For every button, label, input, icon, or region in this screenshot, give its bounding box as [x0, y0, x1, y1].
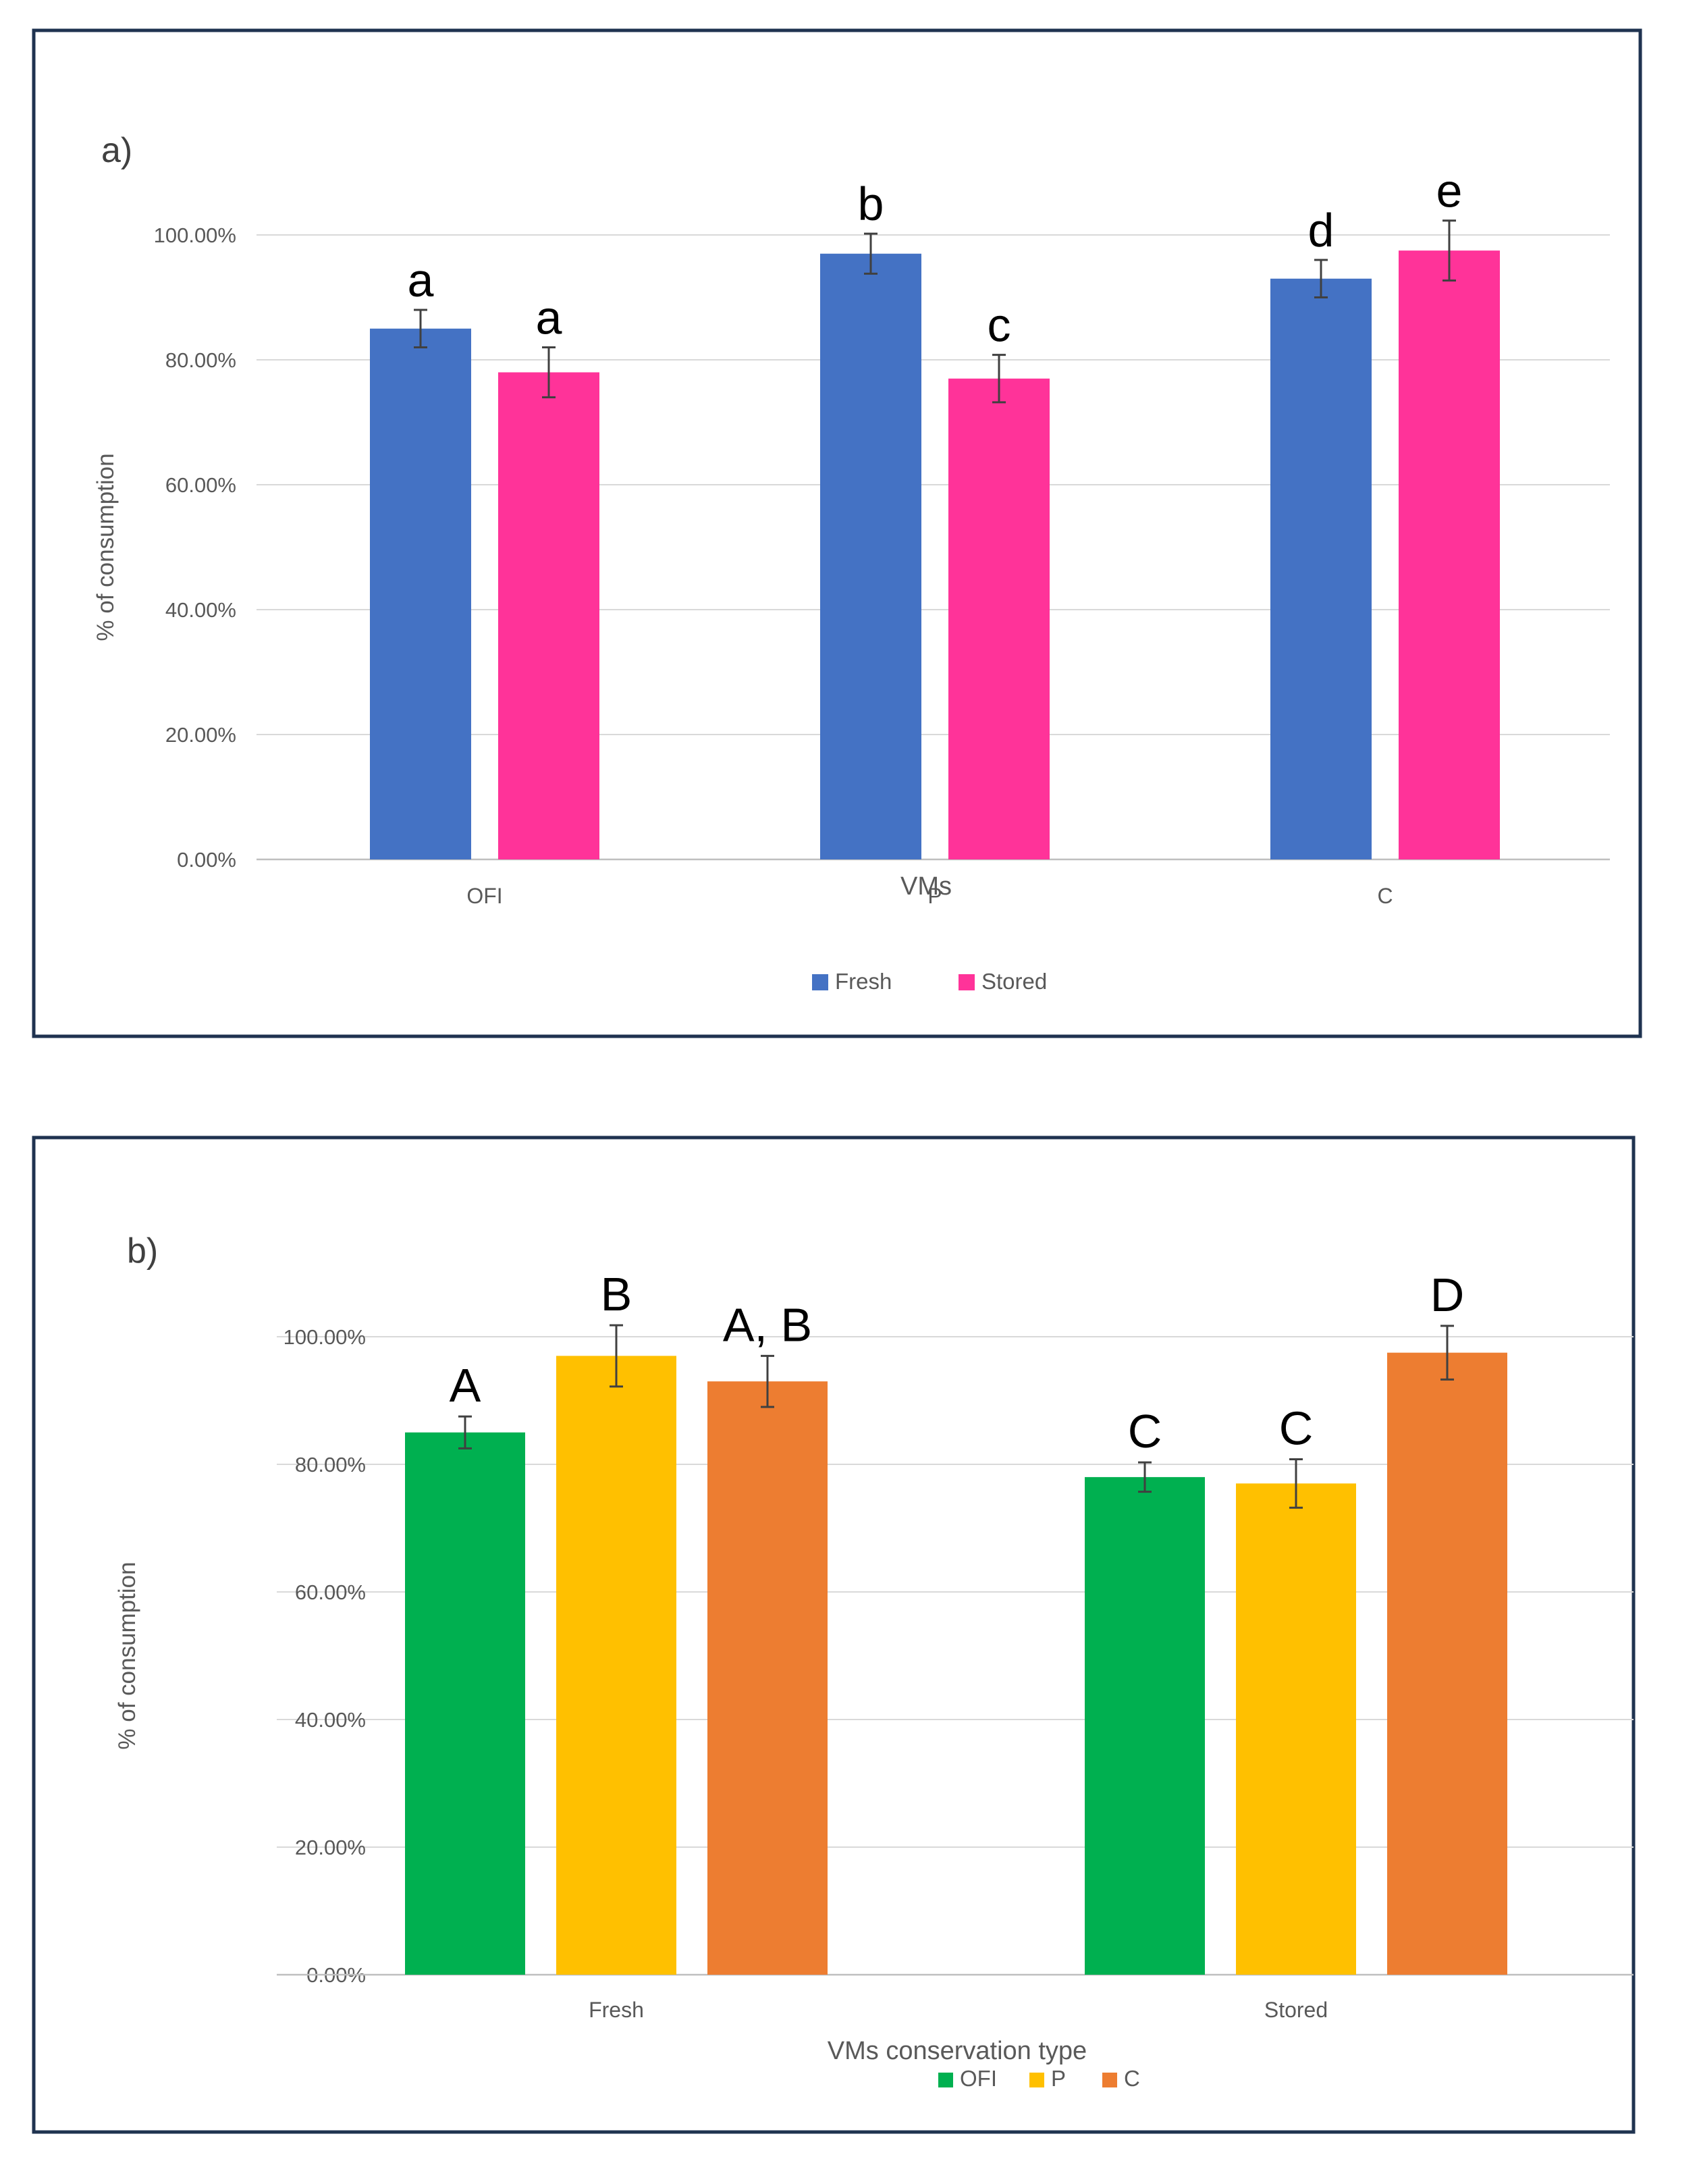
- y-tick-label: 60.00%: [295, 1580, 366, 1604]
- y-axis-title: % of consumption: [114, 1562, 140, 1749]
- y-axis-title: % of consumption: [92, 453, 119, 641]
- y-tick-label: 0.00%: [177, 848, 236, 872]
- significance-letter: D: [1430, 1269, 1465, 1321]
- category-label-stored: Stored: [1264, 1998, 1328, 2022]
- bar-p-fresh: [556, 1356, 676, 1975]
- legend-label-p: P: [1051, 2066, 1066, 2091]
- category-label-ofi: OFI: [466, 884, 502, 908]
- category-label-c: C: [1377, 884, 1393, 908]
- bar-fresh-c: [1270, 278, 1372, 859]
- bar-fresh-p: [820, 253, 921, 859]
- category-label-p: P: [927, 884, 942, 908]
- y-tick-label: 40.00%: [165, 598, 236, 622]
- legend-swatch-c: [1102, 2073, 1117, 2087]
- legend-swatch-stored: [959, 974, 975, 990]
- significance-letter: e: [1436, 165, 1463, 217]
- y-tick-label: 60.00%: [165, 473, 236, 497]
- y-tick-label: 20.00%: [295, 1836, 366, 1859]
- bar-p-stored: [1236, 1483, 1356, 1975]
- y-tick-label: 100.00%: [284, 1325, 366, 1349]
- legend-label-c: C: [1124, 2066, 1140, 2091]
- y-tick-label: 80.00%: [165, 348, 236, 372]
- legend-label-ofi: OFI: [960, 2066, 997, 2091]
- legend-label-stored: Stored: [981, 969, 1047, 994]
- bar-stored-c: [1399, 250, 1500, 859]
- legend-label-fresh: Fresh: [835, 969, 892, 994]
- significance-letter: a: [536, 292, 562, 344]
- panel-label: a): [101, 131, 132, 170]
- y-tick-label: 20.00%: [165, 723, 236, 747]
- significance-letter: d: [1308, 204, 1334, 257]
- significance-letter: B: [601, 1268, 632, 1321]
- y-tick-label: 80.00%: [295, 1453, 366, 1476]
- bar-fresh-ofi: [370, 328, 471, 859]
- significance-letter: a: [408, 254, 434, 307]
- panel-b-frame: [32, 1136, 1636, 2134]
- significance-letter: C: [1279, 1402, 1314, 1454]
- significance-letter: b: [858, 178, 884, 230]
- category-label-fresh: Fresh: [589, 1998, 644, 2022]
- bar-stored-p: [948, 378, 1050, 859]
- x-axis-title: VMs conservation type: [828, 2037, 1087, 2065]
- y-tick-label: 100.00%: [154, 223, 236, 247]
- legend-swatch-p: [1029, 2073, 1044, 2087]
- panel-a: 0.00% 20.00% 40.00% 60.00% 80.00% 100.00% a) % …: [32, 28, 1642, 1038]
- panel-label: b): [127, 1231, 158, 1271]
- panel-b: 0.00%20.00%40.00%60.00%80.00%100.00%b)% …: [32, 1136, 1636, 2134]
- significance-letter: A: [450, 1359, 481, 1412]
- significance-letter: c: [988, 299, 1011, 352]
- bar-ofi-stored: [1085, 1476, 1205, 1975]
- y-tick-label: 40.00%: [295, 1708, 366, 1732]
- significance-letter: A, B: [723, 1298, 812, 1351]
- legend-swatch-ofi: [938, 2073, 953, 2087]
- x-axis-title: VMs: [900, 872, 952, 901]
- bar-stored-ofi: [498, 372, 599, 859]
- bar-ofi-fresh: [405, 1432, 525, 1975]
- legend-swatch-fresh: [812, 974, 828, 990]
- significance-letter: C: [1128, 1405, 1162, 1458]
- bar-c-fresh: [707, 1381, 828, 1975]
- bar-c-stored: [1387, 1352, 1507, 1975]
